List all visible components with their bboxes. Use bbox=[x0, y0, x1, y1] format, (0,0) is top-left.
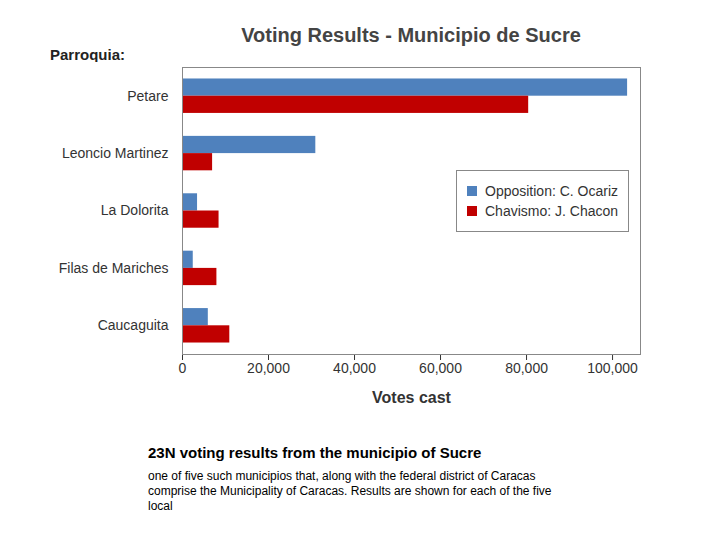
svg-text:0: 0 bbox=[179, 360, 187, 376]
svg-text:80,000: 80,000 bbox=[505, 360, 548, 376]
svg-text:Filas de Mariches: Filas de Mariches bbox=[59, 260, 169, 276]
svg-text:La Dolorita: La Dolorita bbox=[101, 202, 169, 218]
svg-text:60,000: 60,000 bbox=[419, 360, 462, 376]
svg-text:100,000: 100,000 bbox=[587, 360, 638, 376]
svg-text:Leoncio Martinez: Leoncio Martinez bbox=[62, 145, 169, 161]
svg-text:Petare: Petare bbox=[127, 88, 168, 104]
html-text:one of five such municipios th: one of five such municipios that, along … bbox=[148, 469, 552, 513]
svg-text:Votes cast: Votes cast bbox=[372, 389, 452, 406]
html-text:Opposition: C. Ocariz: Opposition: C. Ocariz bbox=[485, 183, 619, 199]
svg-text:Caucaguita: Caucaguita bbox=[98, 317, 169, 333]
html-text:Voting Results - Municipio de: Voting Results - Municipio de Sucre bbox=[241, 24, 581, 46]
html-text:23N voting results from the mu: 23N voting results from the municipio of… bbox=[148, 444, 482, 461]
svg-text:40,000: 40,000 bbox=[333, 360, 376, 376]
svg-text:20,000: 20,000 bbox=[247, 360, 290, 376]
html-text:Parroquia:: Parroquia: bbox=[50, 46, 125, 63]
html-text:Chavismo: J. Chacon: Chavismo: J. Chacon bbox=[485, 203, 619, 219]
